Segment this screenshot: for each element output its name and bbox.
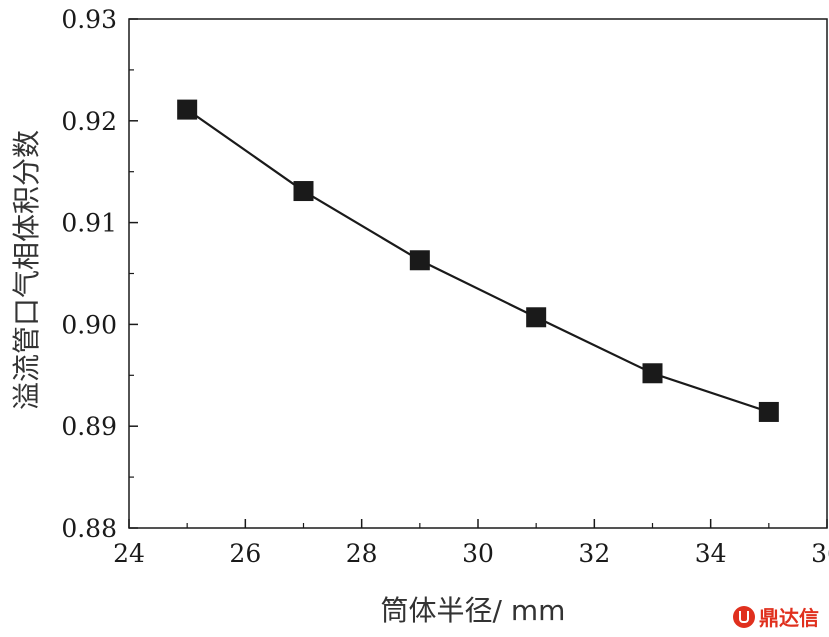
data-point-marker bbox=[293, 181, 314, 202]
data-series bbox=[177, 99, 779, 422]
data-point-marker bbox=[642, 363, 663, 384]
y-tick-label: 0.93 bbox=[61, 5, 117, 34]
watermark: 鼎达信 bbox=[733, 602, 819, 631]
x-tick-label: 36 bbox=[811, 539, 829, 568]
y-tick-label: 0.89 bbox=[61, 412, 117, 441]
data-point-marker bbox=[758, 401, 779, 422]
watermark-logo-icon bbox=[733, 605, 755, 628]
y-axis-title: 溢流管口气相体积分数 bbox=[10, 130, 43, 410]
y-tick-label: 0.88 bbox=[61, 514, 117, 543]
series-line bbox=[186, 108, 770, 413]
data-point-marker bbox=[177, 99, 198, 120]
y-axis-ticks: 0.88 0.89 0.90 0.91 0.92 0.93 bbox=[61, 5, 138, 543]
x-axis-title: 筒体半径/ mm bbox=[381, 594, 566, 627]
data-point-marker bbox=[409, 250, 430, 271]
y-tick-label: 0.90 bbox=[61, 310, 117, 339]
x-tick-label: 30 bbox=[462, 539, 494, 568]
y-tick-label: 0.92 bbox=[61, 107, 117, 136]
plot-frame bbox=[128, 18, 828, 529]
x-tick-label: 26 bbox=[229, 539, 261, 568]
x-tick-label: 28 bbox=[346, 539, 378, 568]
x-tick-label: 24 bbox=[113, 539, 145, 568]
watermark-text: 鼎达信 bbox=[759, 606, 819, 630]
x-tick-label: 34 bbox=[695, 539, 727, 568]
x-axis-ticks: 24 26 28 30 32 34 36 bbox=[113, 519, 829, 568]
data-point-marker bbox=[526, 307, 547, 328]
x-tick-label: 32 bbox=[578, 539, 610, 568]
y-tick-label: 0.91 bbox=[61, 209, 117, 238]
